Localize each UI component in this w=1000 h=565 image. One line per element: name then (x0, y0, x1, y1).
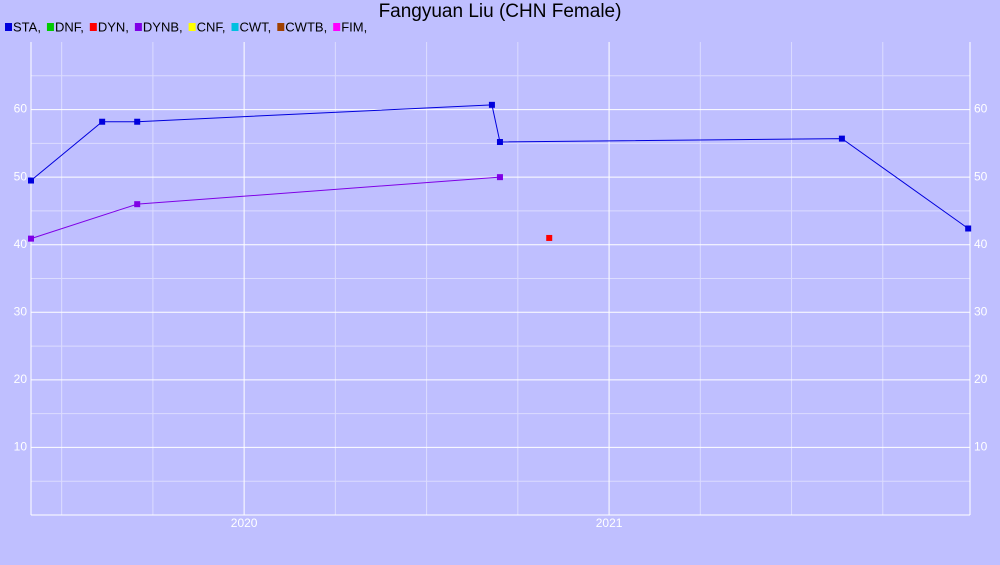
legend-label: CWTB, (285, 19, 327, 34)
y-tick-label-right: 40 (974, 237, 988, 251)
y-tick-label: 10 (14, 440, 28, 454)
data-point (99, 118, 106, 125)
y-tick-label-right: 30 (974, 304, 988, 318)
y-tick-label-right: 60 (974, 102, 988, 116)
y-tick-label: 40 (14, 237, 28, 251)
data-point (546, 234, 553, 241)
y-tick-label: 50 (14, 169, 28, 183)
data-point (134, 118, 141, 125)
y-tick-label-right: 10 (974, 440, 988, 454)
legend-swatch (277, 23, 285, 31)
x-tick-label: 2020 (231, 516, 258, 530)
legend-swatch (333, 23, 341, 31)
legend-swatch (5, 23, 12, 31)
y-tick-label-right: 50 (974, 169, 988, 183)
legend-label: DNF, (55, 19, 84, 34)
legend-label: STA, (13, 19, 41, 34)
data-point (488, 101, 495, 108)
y-tick-label: 20 (14, 372, 28, 386)
legend-swatch (134, 23, 142, 31)
legend-label: FIM, (341, 19, 367, 34)
legend-swatch (231, 23, 239, 31)
data-point (496, 139, 503, 146)
x-tick-label: 2021 (596, 516, 623, 530)
data-point (28, 235, 34, 242)
legend-swatch (188, 23, 196, 31)
legend-label: DYN, (98, 19, 129, 34)
data-point (28, 177, 34, 184)
legend-label: CNF, (197, 19, 226, 34)
data-point (838, 135, 845, 142)
data-point (496, 174, 503, 181)
legend-swatch (89, 23, 97, 31)
legend-label: DYNB, (143, 19, 183, 34)
y-tick-label: 60 (14, 102, 28, 116)
y-tick-label: 30 (14, 304, 28, 318)
chart-title: Fangyuan Liu (CHN Female) (379, 1, 622, 22)
data-point (965, 225, 972, 232)
legend-label: CWT, (240, 19, 272, 34)
data-point (134, 201, 141, 208)
y-tick-label-right: 20 (974, 372, 988, 386)
legend-swatch (46, 23, 54, 31)
